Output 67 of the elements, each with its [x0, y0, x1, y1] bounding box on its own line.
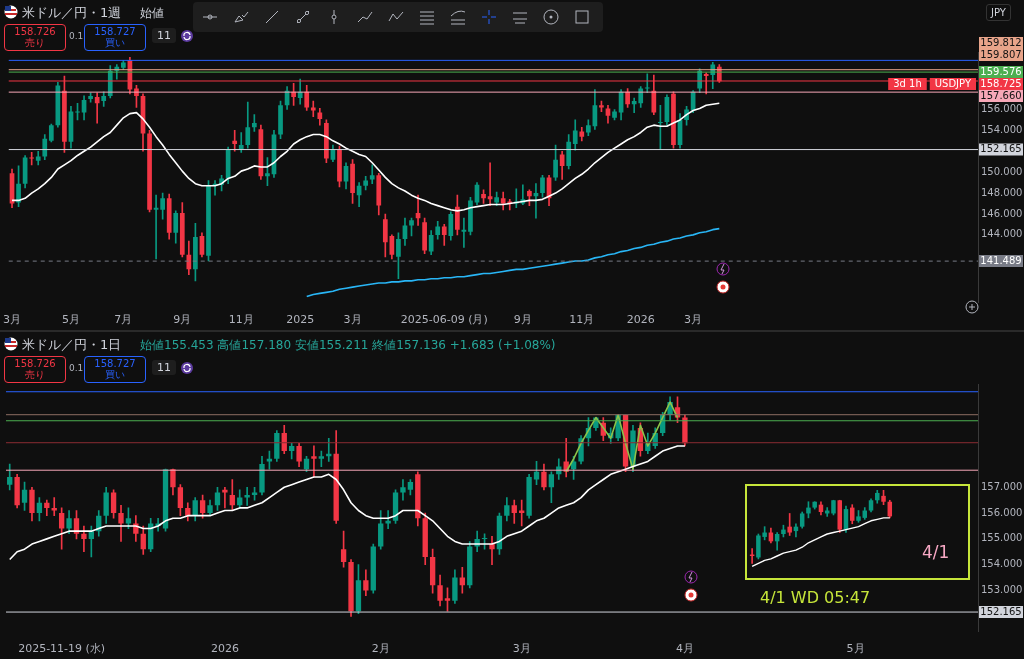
chart-title: 米ドル／円・1週 — [22, 4, 122, 22]
x-tick-label: 3月 — [343, 313, 362, 327]
x-tick-label: 9月 — [173, 313, 192, 327]
text: 売り — [24, 369, 46, 380]
text: 買い — [104, 37, 126, 48]
candlestick — [519, 499, 525, 527]
x-tick-label: 4月 — [675, 642, 694, 656]
y-tick-label: 155.000 — [981, 532, 1023, 544]
candlestick — [94, 92, 100, 124]
text: 0.1 — [69, 363, 84, 373]
y-tick-label: 156.000 — [981, 103, 1023, 115]
x-tick-label: 5月 — [846, 642, 865, 656]
x-tick-label: 11月 — [228, 313, 254, 327]
text: JPY — [986, 4, 1011, 21]
y-tick-label: 146.000 — [981, 207, 1023, 219]
y-tick-label: 144.000 — [981, 228, 1023, 240]
ref-line-label: 157.660 — [980, 89, 1022, 101]
x-tick-label: 2025-06-09 (月) — [400, 313, 488, 327]
x-tick-label: 2月 — [371, 642, 390, 656]
annotation: 3d 1h — [893, 77, 922, 89]
x-tick-label: 11月 — [569, 313, 595, 327]
y-tick-label: 154.000 — [981, 558, 1023, 570]
x-tick-label: 3月 — [3, 313, 22, 327]
x-tick-label: 3月 — [684, 313, 703, 327]
candlestick — [244, 486, 250, 506]
annotation: 4/1 — [922, 542, 950, 562]
text: 158.727 — [93, 26, 137, 37]
text: 11 — [152, 28, 176, 43]
text: 売り — [24, 37, 46, 48]
x-tick-label: 2025-11-19 (水) — [18, 642, 106, 656]
text: 0.1 — [69, 31, 84, 41]
y-tick-label: 154.000 — [981, 123, 1023, 135]
text: 158.726 — [13, 358, 57, 369]
text: 始値 — [140, 5, 164, 22]
x-tick-label: 2025 — [286, 313, 315, 327]
x-tick-label: 5月 — [61, 313, 80, 327]
candlestick — [400, 479, 406, 501]
text: 158.726 — [13, 26, 57, 37]
x-tick-label: 2026 — [626, 313, 655, 327]
ref-line-label: 152.165 — [980, 605, 1022, 617]
candlestick — [232, 130, 238, 152]
text: 11 — [152, 360, 176, 375]
text: 159.812 — [980, 36, 1022, 48]
candlestick — [369, 164, 375, 184]
x-tick-label: 7月 — [114, 313, 133, 327]
x-tick-label: 2026 — [210, 642, 239, 656]
ref-line-label: 158.725 — [980, 77, 1022, 89]
legend-label: 159.807 — [980, 48, 1022, 60]
annotation: USDJPY — [934, 77, 972, 89]
annotation: 4/1 WD 05:47 — [760, 588, 871, 607]
y-tick-label: 156.000 — [981, 506, 1023, 518]
x-tick-label: 3月 — [512, 642, 531, 656]
candlestick — [311, 445, 317, 478]
ref-line-label: 141.489 — [980, 254, 1022, 266]
x-tick-label: 9月 — [513, 313, 532, 327]
chart-title: 米ドル／円・1日 — [22, 336, 122, 354]
text: 158.727 — [93, 358, 137, 369]
y-tick-label: 148.000 — [981, 186, 1023, 198]
y-tick-label: 157.000 — [981, 480, 1023, 492]
y-tick-label: 153.000 — [981, 584, 1023, 596]
ref-line-label: 159.576 — [980, 65, 1022, 77]
ref-line-label: 152.165 — [980, 143, 1022, 155]
candlestick — [238, 132, 244, 153]
candlestick — [489, 535, 495, 566]
text: 買い — [104, 369, 126, 380]
chart-subtitle: 始値155.453 高値157.180 安値155.211 終値157.136 +1.683 (+1.08%) — [140, 337, 556, 354]
y-tick-label: 150.000 — [981, 165, 1023, 177]
